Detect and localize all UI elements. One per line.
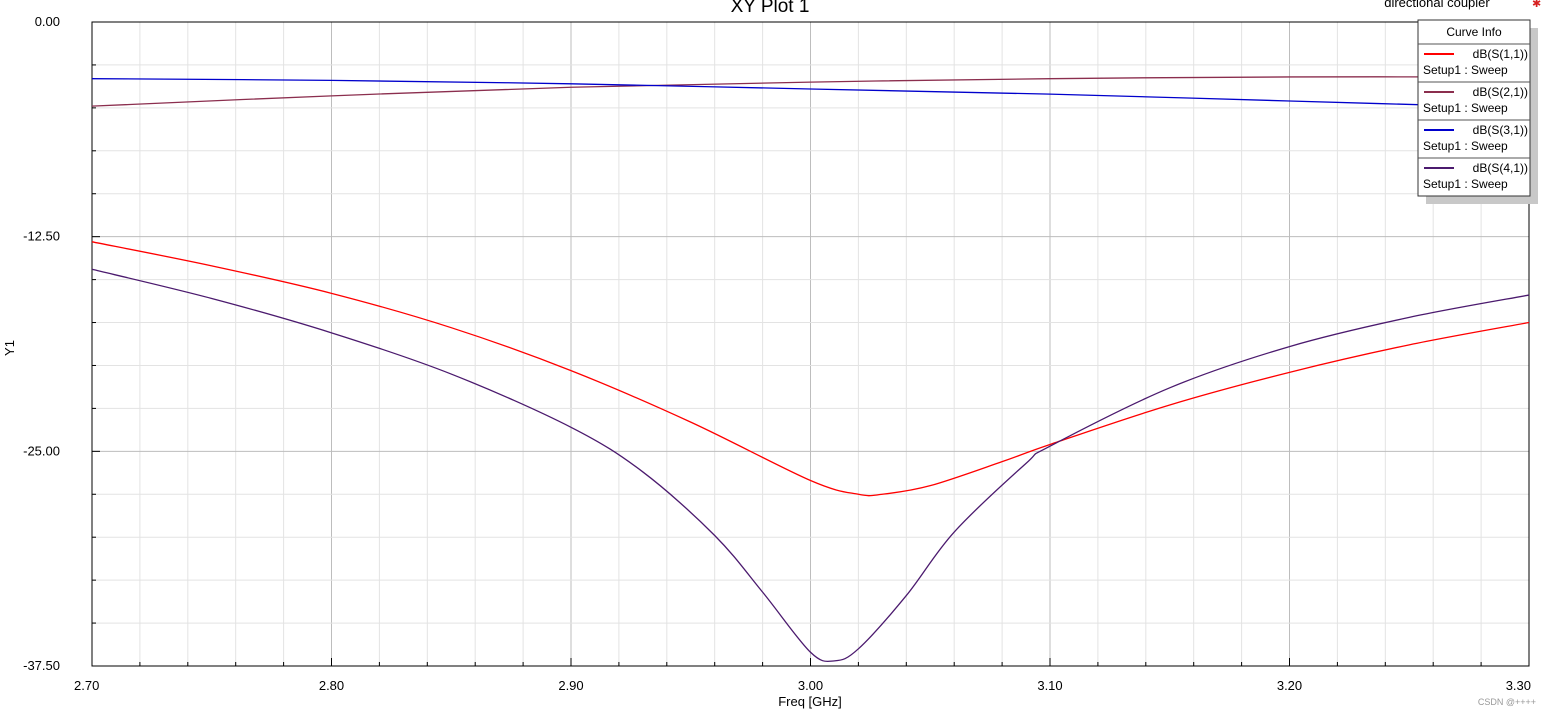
project-status-icon: ✱ (1532, 0, 1541, 10)
legend[interactable]: Curve Info dB(S(1,1)) Setup1 : Sweep dB(S(2… (1417, 19, 1538, 204)
x-tick-label: 2.90 (558, 678, 583, 693)
y-axis-label: Y1 (2, 340, 17, 356)
legend-series-name: dB(S(1,1)) (1473, 47, 1528, 61)
legend-series-name: dB(S(3,1)) (1473, 123, 1528, 137)
legend-series-setup: Setup1 : Sweep (1423, 139, 1508, 153)
project-label: directional coupler (1384, 0, 1490, 10)
y-tick-label: 0.00 (35, 14, 60, 29)
curve-s11[interactable] (91, 241, 1530, 497)
y-tick-label: -25.00 (23, 443, 60, 458)
curves (91, 76, 1530, 663)
legend-series-setup: Setup1 : Sweep (1423, 101, 1508, 115)
x-tick-label: 2.70 (74, 678, 99, 693)
x-tick-label: 3.20 (1277, 678, 1302, 693)
legend-series-setup: Setup1 : Sweep (1423, 63, 1508, 77)
legend-box (1417, 19, 1531, 197)
y-tick-label: -12.50 (23, 229, 60, 244)
x-tick-label: 3.30 (1506, 678, 1531, 693)
y-tick-labels: 0.00 -12.50 -25.00 -37.50 (23, 14, 60, 673)
legend-series-name: dB(S(4,1)) (1473, 161, 1528, 175)
curve-s31[interactable] (91, 78, 1530, 109)
curve-s21[interactable] (91, 76, 1530, 107)
legend-title: Curve Info (1446, 25, 1502, 39)
grid (92, 22, 1529, 666)
x-axis-label: Freq [GHz] (778, 694, 842, 709)
x-tick-label: 3.00 (798, 678, 823, 693)
curve-s41[interactable] (91, 268, 1530, 663)
legend-series-setup: Setup1 : Sweep (1423, 177, 1508, 191)
x-tick-label: 3.10 (1037, 678, 1062, 693)
x-tick-labels: 2.70 2.80 2.90 3.00 3.10 3.20 3.30 (74, 678, 1531, 693)
y-tick-label: -37.50 (23, 658, 60, 673)
axis-ticks (91, 21, 1530, 667)
watermark: CSDN @++++ (1478, 697, 1536, 707)
x-tick-label: 2.80 (319, 678, 344, 693)
chart-title: XY Plot 1 (731, 0, 810, 17)
legend-series-name: dB(S(2,1)) (1473, 85, 1528, 99)
